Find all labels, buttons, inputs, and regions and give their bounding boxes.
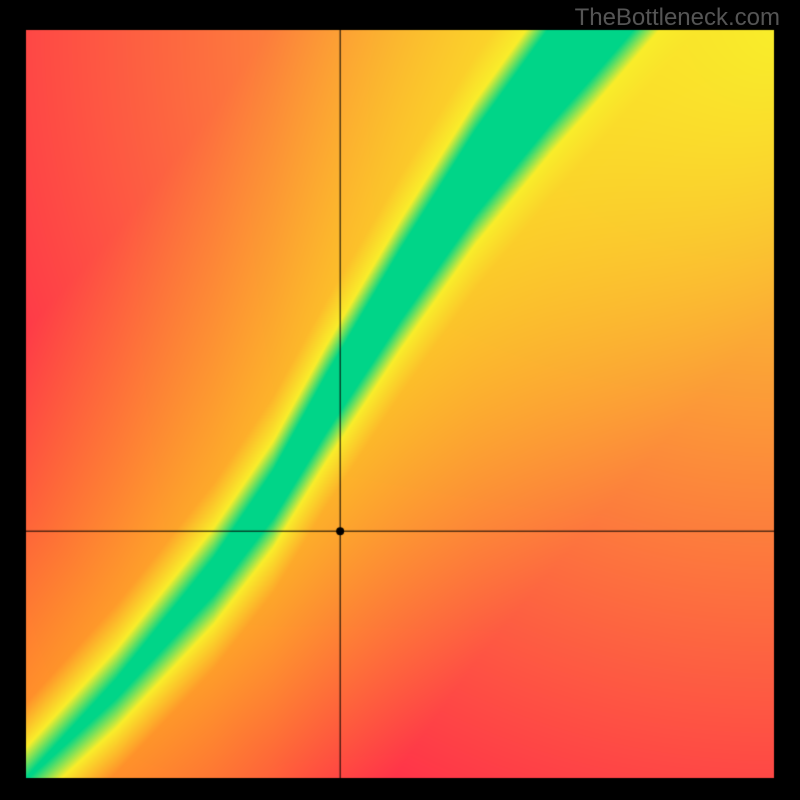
watermark-text: TheBottleneck.com (575, 4, 780, 32)
heatmap-chart (0, 0, 800, 800)
